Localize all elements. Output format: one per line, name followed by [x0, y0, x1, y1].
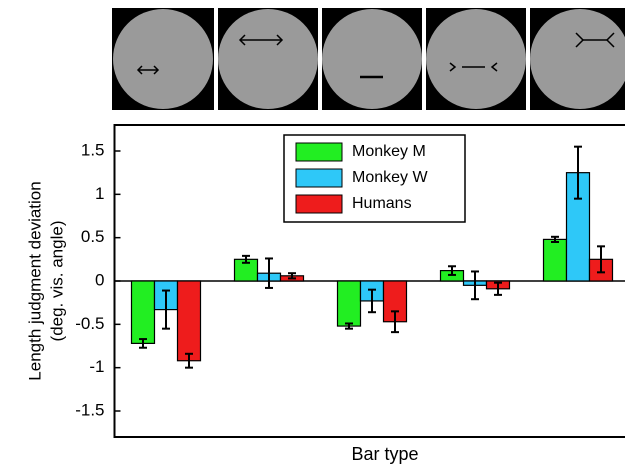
legend-swatch [296, 143, 342, 161]
legend: Monkey M Monkey W Humans [284, 135, 465, 222]
y-tick-label: 1.5 [81, 140, 105, 159]
y-tick-label: 1 [95, 184, 104, 203]
y-tick-label: -1.5 [75, 400, 104, 419]
legend-label: Monkey M [352, 143, 426, 160]
stimulus-panels [112, 8, 625, 110]
bar [132, 281, 155, 343]
y-tick-label: 0 [95, 270, 104, 289]
plot: 1.5 1 0.5 0 -0.5 -1 -1.5 Monkey M Monkey W Humans [75, 125, 625, 437]
y-axis-label: Length judgment deviation [25, 181, 44, 380]
y-tick-label: -1 [89, 357, 104, 376]
x-axis-label: Bar type [351, 444, 418, 464]
legend-label: Monkey W [352, 169, 428, 186]
y-tick-label: 0.5 [81, 227, 105, 246]
legend-label: Humans [352, 195, 412, 212]
y-tick-label: -0.5 [75, 314, 104, 333]
legend-swatch [296, 169, 342, 187]
bar [338, 281, 361, 326]
y-axis-label: (deg. vis. angle) [47, 221, 66, 342]
legend-swatch [296, 195, 342, 213]
bar [178, 281, 201, 361]
bar [544, 239, 567, 281]
